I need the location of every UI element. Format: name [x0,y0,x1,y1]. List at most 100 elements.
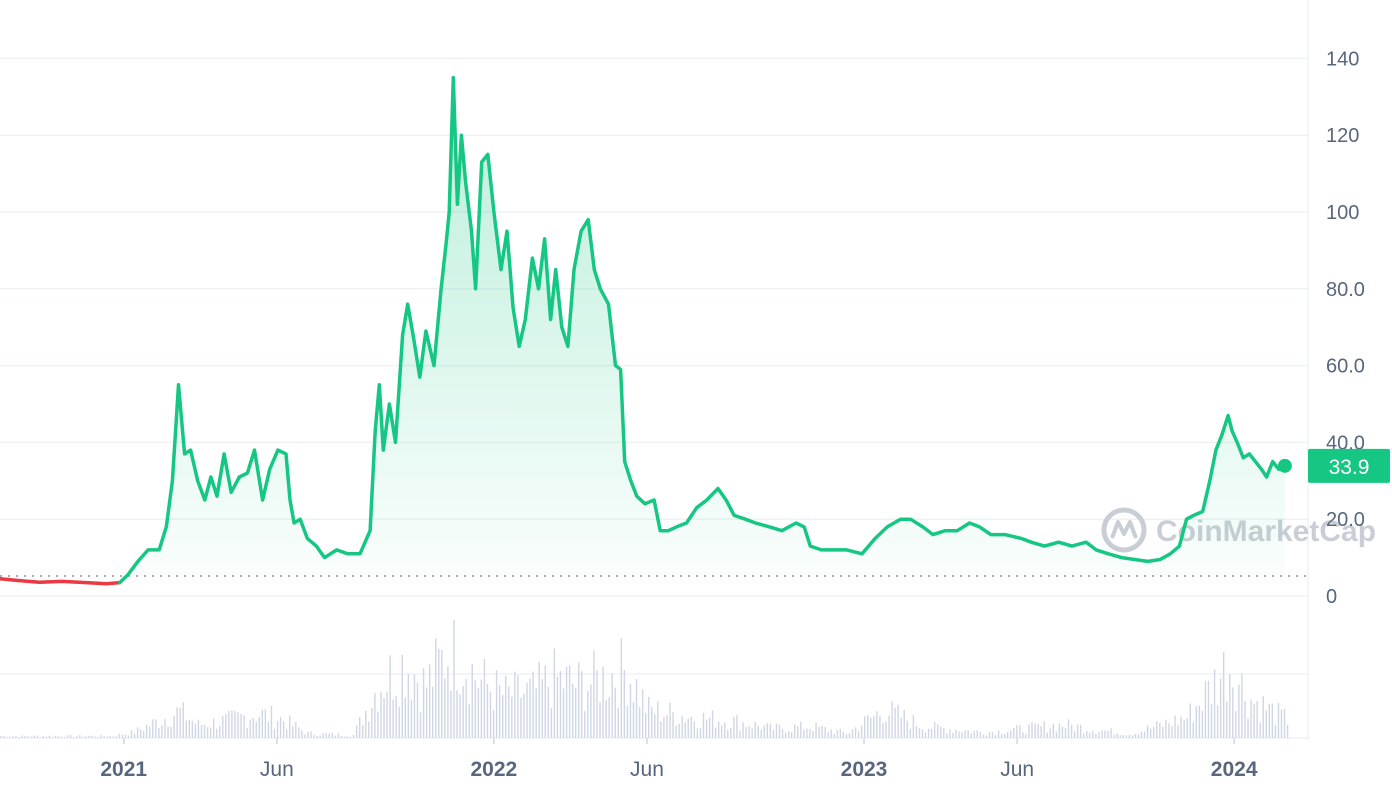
volume-bar [1262,696,1264,738]
volume-bar [1049,728,1051,738]
volume-bar [91,735,93,738]
volume-bar [921,729,924,738]
volume-bar [130,730,133,738]
volume-bar [456,690,458,738]
volume-bar [708,717,711,738]
volume-bar [27,736,29,738]
volume-bar [1116,733,1118,738]
price-line-down[interactable] [0,576,122,586]
volume-bar [1095,733,1097,738]
volume-bar [1192,722,1194,738]
volume-bar [924,732,927,738]
volume-bar [112,736,114,738]
volume-bar [285,729,288,738]
volume-bar [352,735,355,738]
volume-bar [1028,724,1030,738]
volume-bar [380,692,382,738]
volume-bar [289,715,291,738]
volume-bar [797,726,799,738]
volume-bar [629,683,632,738]
volume-bar [355,725,358,738]
volume-bar [839,728,842,738]
volume-bar [447,666,449,738]
volume-bar [298,727,300,738]
volume-bar [1159,722,1161,738]
volume-bar [115,736,118,738]
volume-bar [1070,724,1073,738]
volume-bar [133,733,136,738]
volume-bar [1171,726,1173,738]
volume-bar [179,708,181,738]
volume-bar [222,716,224,738]
volume-bar [812,731,814,738]
volume-bar [6,736,8,738]
volume-bar [1010,730,1012,738]
volume-bar [897,704,899,738]
volume-bar [940,726,942,738]
volume-bar [730,727,732,738]
coinmarketcap-logo-mark [1110,520,1138,539]
volume-bar [322,732,324,738]
volume-bar [1277,703,1280,738]
volume-bar [1043,721,1045,738]
current-price-badge: 33.9 [1277,448,1390,483]
volume-bar [593,650,595,738]
coinmarketcap-logo-icon [1101,507,1147,553]
volume-bar [1101,730,1103,738]
volume-bar [45,736,48,738]
current-price-badge-bg [1308,448,1390,483]
volume-bar [915,725,918,738]
volume-bar [270,705,273,738]
volume-bar [1146,725,1149,738]
x-tick-label: 2024 [1211,758,1258,781]
volume-bar [127,735,130,738]
volume-bar [109,736,111,738]
volume-bar [438,648,440,738]
volume-bar [982,734,985,738]
volume-bar [988,732,991,738]
volume-bar [1080,724,1082,738]
volume-bar [185,720,187,738]
volume-bar [1247,718,1249,738]
price-line[interactable] [0,75,1287,586]
volume-bar [571,683,574,738]
volume-bar [1153,727,1155,738]
volume-bar [310,731,312,738]
volume-bar [584,711,586,738]
volume-bar [672,712,674,738]
volume-bar [702,712,705,738]
volume-bar [69,735,72,738]
volume-bar [188,719,191,738]
volume-bar [94,736,96,738]
volume-bar [498,684,501,738]
volume-bar [687,718,689,738]
volume-bar [1055,731,1058,738]
volume-bar [1186,718,1188,738]
volume-bar [57,736,60,738]
volume-bar [879,715,881,738]
price-line-up[interactable] [117,75,1287,585]
volume-bar [486,683,489,738]
y-tick-label: 0 [1326,586,1337,608]
volume-bar [778,724,781,738]
volume-bar [1229,674,1231,738]
volume-bar [453,620,455,738]
volume-bar [377,711,379,738]
volume-bar [775,723,778,738]
volume-bar [435,638,437,738]
volume-bar [1244,700,1246,738]
volume-bar [97,736,99,738]
x-tick-label: Jun [260,758,294,781]
volume-bar [1235,710,1237,738]
volume-bar [845,734,848,738]
volume-bar [842,731,845,738]
volume-bar [246,727,248,738]
volume-bar [252,718,254,738]
volume-bar [42,736,44,738]
volume-bar [979,731,982,738]
volume-bar [121,734,124,738]
volume-bar [635,678,638,738]
volume-bar [949,729,951,738]
